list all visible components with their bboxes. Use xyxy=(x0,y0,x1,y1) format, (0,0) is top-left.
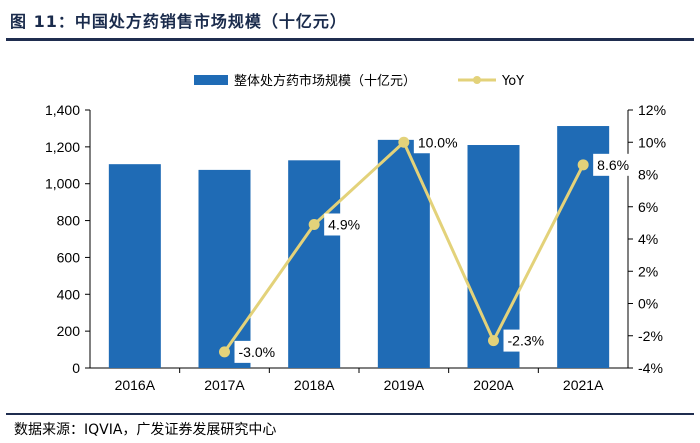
y2-tick-label: 4% xyxy=(638,231,658,247)
bar xyxy=(108,164,161,368)
source-note: 数据来源：IQVIA，广发证券发展研究中心 xyxy=(14,422,277,438)
y2-tick-label: 12% xyxy=(638,102,666,118)
x-tick-label: 2019A xyxy=(384,377,425,393)
legend-bar-swatch xyxy=(194,75,228,85)
source-rule xyxy=(6,413,694,415)
bar xyxy=(288,160,341,368)
yoy-label-box xyxy=(324,213,365,236)
y2-tick-label: 10% xyxy=(638,134,666,150)
legend-bar-label: 整体处方药市场规模（十亿元） xyxy=(234,73,416,89)
yoy-data-label: 4.9% xyxy=(328,216,360,232)
x-tick-label: 2016A xyxy=(115,377,156,393)
y2-tick-label: 0% xyxy=(638,296,658,312)
yoy-label-box xyxy=(413,131,463,154)
bar xyxy=(198,169,251,368)
y-tick-label: 1,000 xyxy=(45,176,80,192)
x-tick-label: 2021A xyxy=(563,377,604,393)
plot-area: 0 200 400 600 800 1,000 1,200 1,400 -4% -2% 0% 2% 4%… xyxy=(45,102,666,393)
yoy-label-box xyxy=(234,340,284,363)
yoy-label-box xyxy=(593,153,634,176)
bar xyxy=(377,139,430,368)
legend: 整体处方药市场规模（十亿元） YoY xyxy=(194,73,524,89)
title-rule xyxy=(6,38,694,41)
yoy-data-label: 8.6% xyxy=(597,157,629,173)
y2-tick-label: -2% xyxy=(638,328,663,344)
x-tick-label: 2020A xyxy=(473,377,514,393)
figure-title: 图 11：中国处方药销售市场规模（十亿元） xyxy=(10,12,347,31)
yoy-marker xyxy=(308,218,320,230)
y2-tick-label: 8% xyxy=(638,167,658,183)
y-tick-label: 1,400 xyxy=(45,102,80,118)
y-tick-label: 600 xyxy=(57,249,81,265)
y-tick-label: 0 xyxy=(72,360,80,376)
x-tick-label: 2018A xyxy=(294,377,335,393)
yoy-marker xyxy=(488,335,499,347)
x-tick-label: 2017A xyxy=(204,377,245,393)
yoy-label-box xyxy=(503,329,553,352)
yoy-data-label: 10.0% xyxy=(418,134,458,150)
yoy-marker xyxy=(219,346,230,358)
y2-tick-label: 2% xyxy=(638,263,658,279)
yoy-marker xyxy=(398,136,410,148)
yoy-data-label: -2.3% xyxy=(508,333,545,349)
y-tick-label: 800 xyxy=(57,213,81,229)
y-tick-label: 400 xyxy=(57,286,81,302)
legend-line-marker xyxy=(473,76,481,84)
y2-tick-label: 6% xyxy=(638,199,658,215)
y2-tick-label: -4% xyxy=(638,360,663,376)
legend-line-label: YoY xyxy=(501,74,524,89)
yoy-marker xyxy=(577,159,589,171)
y-tick-label: 1,200 xyxy=(45,139,80,155)
y-tick-label: 200 xyxy=(57,323,81,339)
yoy-data-label: -3.0% xyxy=(239,344,276,360)
